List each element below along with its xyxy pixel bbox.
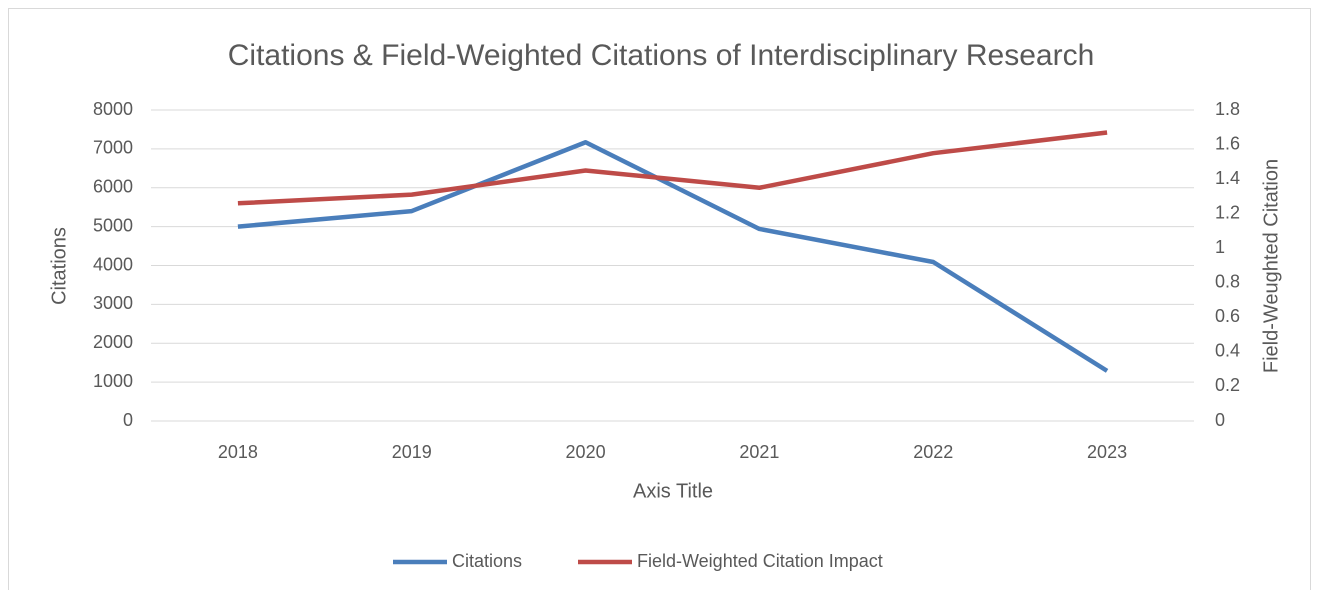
y-tick-label: 3000	[93, 293, 133, 313]
x-tick-label: 2022	[913, 442, 953, 462]
line-series	[237, 130, 1108, 206]
y-axis-title: Citations	[48, 227, 70, 305]
y2-tick-label: 0.2	[1215, 375, 1240, 395]
x-axis-title: Axis Title	[633, 480, 713, 502]
y-tick-label: 5000	[93, 215, 133, 235]
x-tick-label: 2019	[392, 442, 432, 462]
x-tick-label: 2023	[1087, 442, 1127, 462]
y2-tick-label: 1.4	[1215, 168, 1240, 188]
y-tick-label: 1000	[93, 371, 133, 391]
y2-tick-label: 0.8	[1215, 272, 1240, 292]
y-tick-label: 4000	[93, 254, 133, 274]
y2-tick-label: 0.4	[1215, 341, 1240, 361]
legend-label: Citations	[452, 551, 522, 571]
y2-tick-label: 0	[1215, 410, 1225, 430]
y2-tick-label: 0.6	[1215, 306, 1240, 326]
y2-tick-label: 1	[1215, 237, 1225, 257]
y2-tick-label: 1.2	[1215, 202, 1240, 222]
x-tick-label: 2021	[739, 442, 779, 462]
y-tick-label: 2000	[93, 332, 133, 352]
y-tick-label: 6000	[93, 177, 133, 197]
chart-border	[8, 8, 1311, 590]
y-tick-label: 7000	[93, 138, 133, 158]
line-series	[237, 140, 1109, 373]
y-tick-label: 8000	[93, 99, 133, 119]
x-tick-label: 2020	[566, 442, 606, 462]
y2-tick-label: 1.8	[1215, 99, 1240, 119]
legend-label: Field-Weighted Citation Impact	[637, 551, 883, 571]
y2-tick-label: 1.6	[1215, 133, 1240, 153]
y2-axis-title: Field-Weughted Citation	[1260, 159, 1282, 373]
chart-title: Citations & Field-Weighted Citations of …	[228, 39, 1095, 72]
x-tick-label: 2018	[218, 442, 258, 462]
y-tick-label: 0	[123, 410, 133, 430]
